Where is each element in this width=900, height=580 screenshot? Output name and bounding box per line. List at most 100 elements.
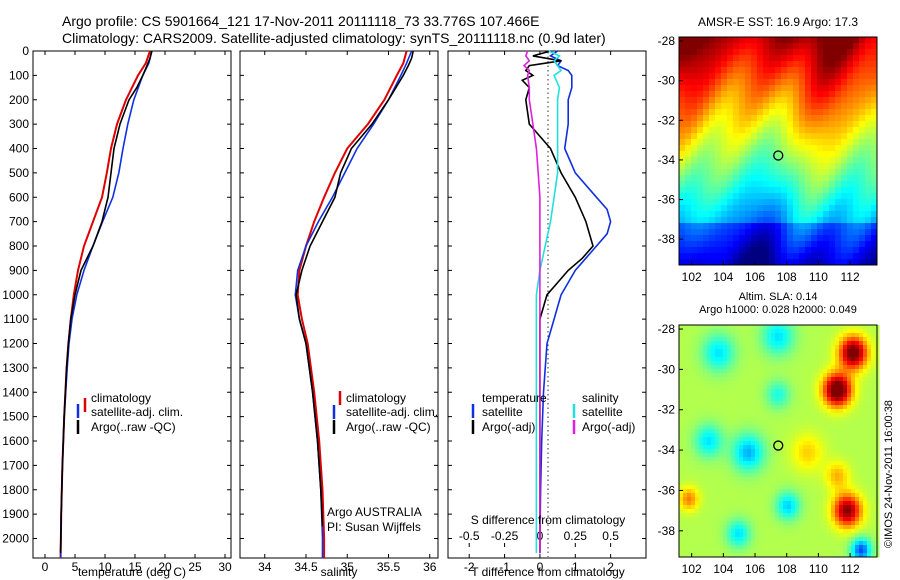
map-cell bbox=[851, 469, 856, 474]
map-cell bbox=[805, 181, 812, 188]
map-cell bbox=[699, 521, 704, 526]
map-cell bbox=[811, 345, 816, 350]
map-cell bbox=[851, 505, 856, 510]
map-cell bbox=[835, 461, 840, 466]
map-cell bbox=[757, 73, 764, 80]
map-cell bbox=[835, 193, 842, 200]
map-cell bbox=[835, 49, 842, 56]
map-cell bbox=[707, 409, 712, 414]
map-cell bbox=[733, 205, 740, 212]
map-cell bbox=[687, 441, 692, 446]
map-cell bbox=[731, 369, 736, 374]
map-cell bbox=[871, 385, 876, 390]
map-cell bbox=[771, 437, 776, 442]
map-cell bbox=[775, 533, 780, 538]
map-cell bbox=[819, 489, 824, 494]
map-cell bbox=[735, 537, 740, 542]
map-cell bbox=[743, 545, 748, 550]
map-cell bbox=[691, 139, 698, 146]
map-cell bbox=[843, 421, 848, 426]
map-cell bbox=[755, 329, 760, 334]
map-cell bbox=[863, 469, 868, 474]
map-cell bbox=[867, 525, 872, 530]
map-cell bbox=[831, 361, 836, 366]
map-cell bbox=[767, 461, 772, 466]
map-cell bbox=[703, 533, 708, 538]
map-cell bbox=[799, 381, 804, 386]
map-cell bbox=[841, 121, 848, 128]
map-cell bbox=[679, 325, 684, 330]
map-cell bbox=[835, 181, 842, 188]
map-cell bbox=[779, 509, 784, 514]
map-cell bbox=[679, 353, 684, 358]
map-cell bbox=[847, 163, 854, 170]
map-cell bbox=[819, 429, 824, 434]
map-cell bbox=[771, 453, 776, 458]
map-cell bbox=[803, 357, 808, 362]
map-cell bbox=[871, 401, 876, 406]
map-cell bbox=[817, 37, 824, 44]
map-cell bbox=[827, 425, 832, 430]
map-cell bbox=[847, 409, 852, 414]
map-cell bbox=[703, 361, 708, 366]
map-cell bbox=[807, 369, 812, 374]
map-cell bbox=[871, 211, 878, 218]
map-cell bbox=[715, 229, 722, 236]
map-cell bbox=[769, 91, 776, 98]
map-cell bbox=[847, 193, 854, 200]
map-cell bbox=[791, 489, 796, 494]
map-cell bbox=[727, 453, 732, 458]
map-cell bbox=[687, 481, 692, 486]
map-cell bbox=[735, 349, 740, 354]
map-cell bbox=[859, 425, 864, 430]
map-cell bbox=[827, 393, 832, 398]
map-cell bbox=[739, 121, 746, 128]
map-cell bbox=[723, 389, 728, 394]
map-cell bbox=[795, 445, 800, 450]
map-cell bbox=[779, 521, 784, 526]
map-cell bbox=[823, 353, 828, 358]
map-cell bbox=[695, 357, 700, 362]
map-cell bbox=[695, 381, 700, 386]
map-cell bbox=[755, 517, 760, 522]
map-cell bbox=[727, 337, 732, 342]
map-cell bbox=[767, 393, 772, 398]
map-cell bbox=[831, 365, 836, 370]
map-cell bbox=[871, 461, 876, 466]
map-cell bbox=[835, 211, 842, 218]
map-cell bbox=[679, 453, 684, 458]
map-cell bbox=[715, 365, 720, 370]
map-cell bbox=[759, 545, 764, 550]
map-cell bbox=[779, 385, 784, 390]
map-cell bbox=[823, 497, 828, 502]
map-cell bbox=[719, 349, 724, 354]
map-cell bbox=[763, 509, 768, 514]
map-cell bbox=[799, 361, 804, 366]
map-cell bbox=[733, 229, 740, 236]
map-cell bbox=[847, 469, 852, 474]
map-cell bbox=[699, 381, 704, 386]
map-cell bbox=[751, 421, 756, 426]
map-cell bbox=[805, 55, 812, 62]
map-cell bbox=[743, 425, 748, 430]
map-cell bbox=[771, 369, 776, 374]
map-cell bbox=[743, 389, 748, 394]
map-cell bbox=[751, 453, 756, 458]
map-cell bbox=[841, 187, 848, 194]
map-cell bbox=[687, 477, 692, 482]
map-cell bbox=[699, 509, 704, 514]
y-tick-label: 100 bbox=[9, 68, 29, 82]
map-cell bbox=[811, 103, 818, 110]
map-cell bbox=[691, 429, 696, 434]
map-cell bbox=[791, 473, 796, 478]
map-cell bbox=[691, 193, 698, 200]
map-cell bbox=[739, 181, 746, 188]
map-cell bbox=[787, 497, 792, 502]
map-cell bbox=[703, 393, 708, 398]
map-cell bbox=[791, 449, 796, 454]
map-cell bbox=[721, 97, 728, 104]
map-cell bbox=[691, 441, 696, 446]
map-cell bbox=[691, 79, 698, 86]
map-cell bbox=[799, 211, 806, 218]
map-cell bbox=[841, 109, 848, 116]
